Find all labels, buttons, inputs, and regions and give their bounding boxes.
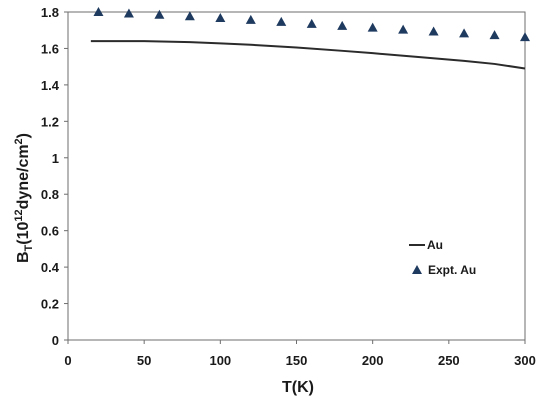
series-line-au xyxy=(90,40,526,70)
data-point-expt-au xyxy=(276,16,287,26)
y-tick-label: 0.8 xyxy=(41,187,59,202)
data-point-expt-au xyxy=(184,11,195,21)
x-axis-ticks: 0 50 100 150 200 250 300 xyxy=(64,340,536,368)
data-point-expt-au xyxy=(520,32,530,42)
data-point-expt-au xyxy=(245,14,256,24)
y-axis-ticks: 0 0.2 0.4 0.6 0.8 1 1.2 1.4 1.6 1.8 xyxy=(41,5,68,348)
svg-text:BT(1012dyne/cm2): BT(1012dyne/cm2) xyxy=(13,133,35,263)
y-axis-title: BT(1012dyne/cm2) xyxy=(13,133,35,263)
y-tick-label: 0 xyxy=(52,333,59,348)
y-tick-label: 1 xyxy=(52,151,59,166)
x-tick-label: 150 xyxy=(286,353,308,368)
data-point-expt-au xyxy=(459,28,470,38)
y-tick-label: 0.4 xyxy=(41,260,60,275)
legend-label-au: Au xyxy=(427,238,443,252)
x-tick-label: 50 xyxy=(137,353,151,368)
legend-label-expt-au: Expt. Au xyxy=(428,263,476,277)
data-point-expt-au xyxy=(367,22,378,32)
x-axis-title: T(K) xyxy=(282,379,314,396)
data-point-expt-au xyxy=(337,20,348,30)
data-point-expt-au xyxy=(428,26,439,36)
y-tick-label: 1.4 xyxy=(41,78,60,93)
y-tick-label: 1.6 xyxy=(41,41,59,56)
y-tick-label: 1.2 xyxy=(41,114,59,129)
data-point-expt-au xyxy=(93,7,104,16)
plot-area-frame xyxy=(67,11,526,341)
x-tick-label: 250 xyxy=(438,353,460,368)
data-point-expt-au xyxy=(306,18,317,28)
legend-marker-expt-au xyxy=(412,265,422,274)
data-point-expt-au xyxy=(123,8,134,18)
x-tick-label: 100 xyxy=(209,353,231,368)
legend: Au Expt. Au xyxy=(409,238,476,277)
series-layer xyxy=(90,7,530,70)
y-tick-label: 0.6 xyxy=(41,224,59,239)
x-tick-label: 0 xyxy=(64,353,71,368)
y-tick-label: 1.8 xyxy=(41,5,59,20)
y-tick-label: 0.2 xyxy=(41,297,59,312)
data-point-expt-au xyxy=(154,9,165,19)
data-point-expt-au xyxy=(215,13,226,23)
x-tick-label: 300 xyxy=(514,353,536,368)
x-tick-label: 200 xyxy=(362,353,384,368)
data-point-expt-au xyxy=(489,30,500,40)
data-point-expt-au xyxy=(398,24,409,34)
